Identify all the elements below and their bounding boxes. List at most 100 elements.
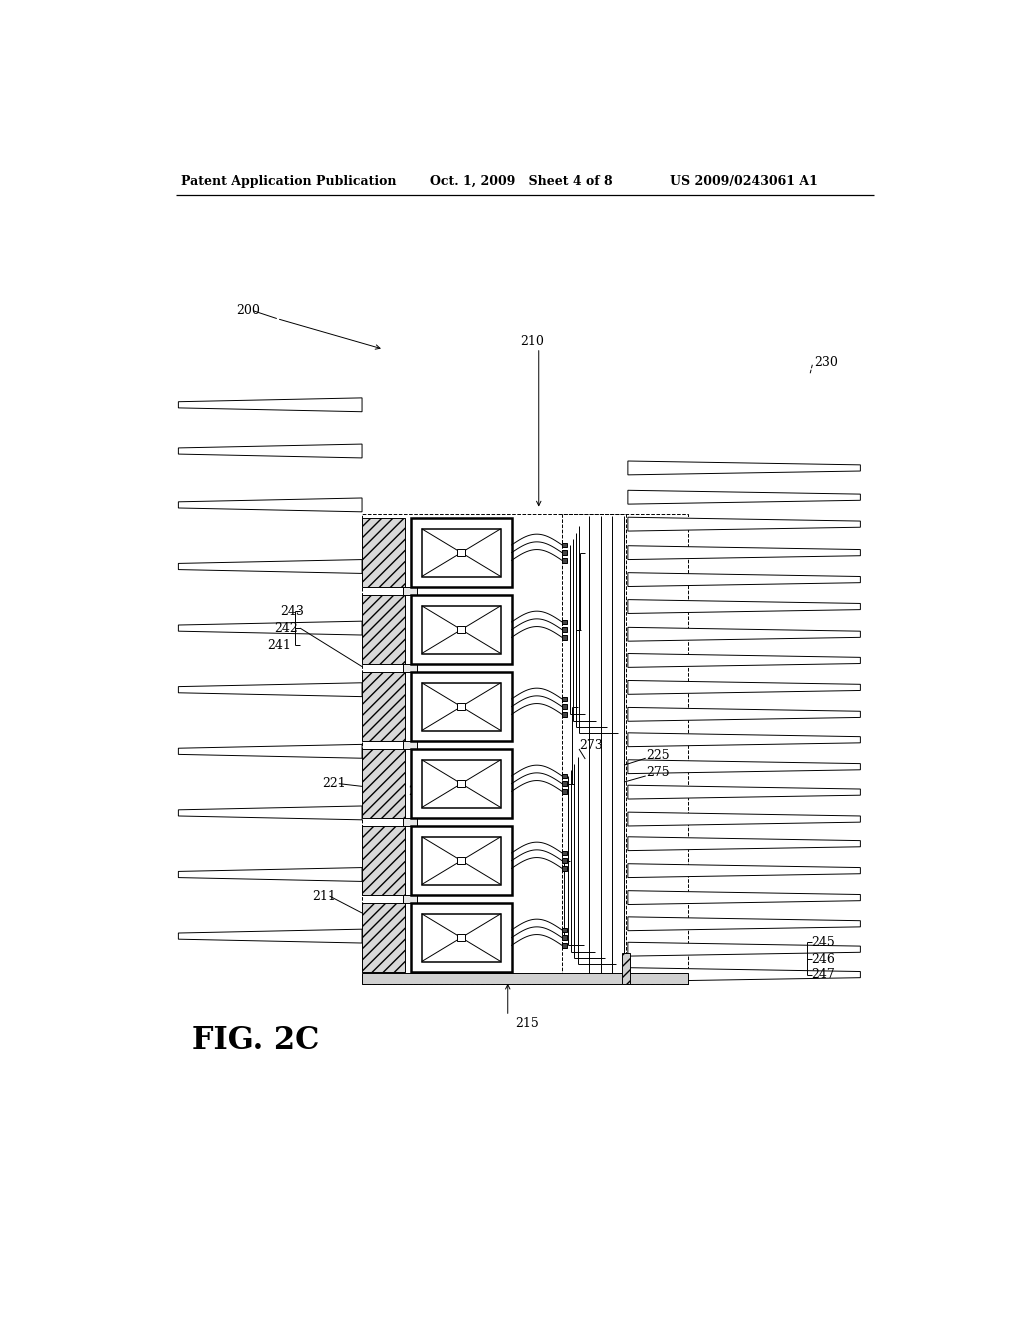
Polygon shape [628,573,860,586]
Polygon shape [628,891,860,904]
Text: 247: 247 [812,968,836,981]
Text: FIG. 2C: FIG. 2C [191,1024,318,1056]
Bar [362,903,404,973]
Text: 246: 246 [812,953,836,966]
Bar [411,672,512,742]
Polygon shape [628,681,860,694]
Text: Patent Application Publication: Patent Application Publication [180,176,396,187]
Bar [562,781,566,785]
Text: 211: 211 [312,890,336,903]
Bar [562,550,566,554]
Bar [362,517,404,587]
Text: 210: 210 [520,335,544,348]
Text: 243: 243 [280,605,304,618]
Text: 200: 200 [237,305,260,317]
Text: US 2009/0243061 A1: US 2009/0243061 A1 [671,176,818,187]
Bar [403,742,417,748]
Bar [411,517,512,587]
Polygon shape [178,744,362,758]
Polygon shape [178,498,362,512]
Polygon shape [178,560,362,573]
Bar [411,595,512,664]
Polygon shape [628,785,860,799]
Bar [562,774,566,779]
Bar [362,973,687,983]
Bar [362,595,404,664]
Polygon shape [178,807,362,820]
Polygon shape [628,627,860,642]
Polygon shape [628,653,860,668]
Bar [403,818,417,826]
Bar [403,895,417,903]
Bar [562,789,566,793]
Bar [411,748,512,818]
Bar [562,711,566,717]
Bar [362,826,404,895]
Bar [422,529,501,577]
Bar [458,933,465,941]
Bar [422,606,501,653]
Bar [458,780,465,788]
Bar [562,866,566,871]
Polygon shape [628,942,860,956]
Polygon shape [628,708,860,721]
Bar [422,760,501,808]
Polygon shape [628,517,860,531]
Polygon shape [178,397,362,412]
Polygon shape [628,545,860,560]
Text: Oct. 1, 2009   Sheet 4 of 8: Oct. 1, 2009 Sheet 4 of 8 [430,176,613,187]
Polygon shape [628,917,860,931]
Text: 242: 242 [273,622,297,635]
Polygon shape [628,812,860,826]
Polygon shape [178,929,362,942]
Polygon shape [178,622,362,635]
Text: 225: 225 [646,748,670,762]
Bar [562,558,566,562]
Bar [362,515,687,983]
Text: 230: 230 [814,356,838,370]
Polygon shape [628,599,860,614]
Bar [562,627,566,632]
Polygon shape [178,444,362,458]
Bar [458,626,465,634]
Bar [562,858,566,863]
Text: 245: 245 [812,936,836,949]
Bar [562,942,566,948]
Bar [623,953,630,983]
Bar [562,697,566,701]
Bar [562,928,566,932]
Bar [411,903,512,973]
Polygon shape [628,760,860,774]
Bar [562,936,566,940]
Bar [562,515,626,983]
Bar [362,748,404,818]
Bar [422,913,501,961]
Bar [403,664,417,672]
Bar [562,619,566,624]
Bar [422,682,501,730]
Bar [458,702,465,710]
Bar [411,826,512,895]
Bar [458,549,465,557]
Polygon shape [178,682,362,697]
Polygon shape [628,968,860,982]
Text: 221: 221 [322,777,345,791]
Text: 271: 271 [409,785,432,797]
Polygon shape [628,733,860,747]
Bar [422,837,501,884]
Text: 273: 273 [579,739,603,751]
Bar [362,672,404,742]
Bar [562,635,566,640]
Polygon shape [628,461,860,475]
Bar [458,857,465,865]
Text: 275: 275 [646,767,670,779]
Text: 241: 241 [267,639,292,652]
Polygon shape [628,490,860,504]
Polygon shape [628,837,860,850]
Polygon shape [178,867,362,882]
Bar [562,543,566,548]
Bar [403,587,417,595]
Bar [562,705,566,709]
Polygon shape [628,863,860,878]
Text: 215: 215 [515,1018,540,1031]
